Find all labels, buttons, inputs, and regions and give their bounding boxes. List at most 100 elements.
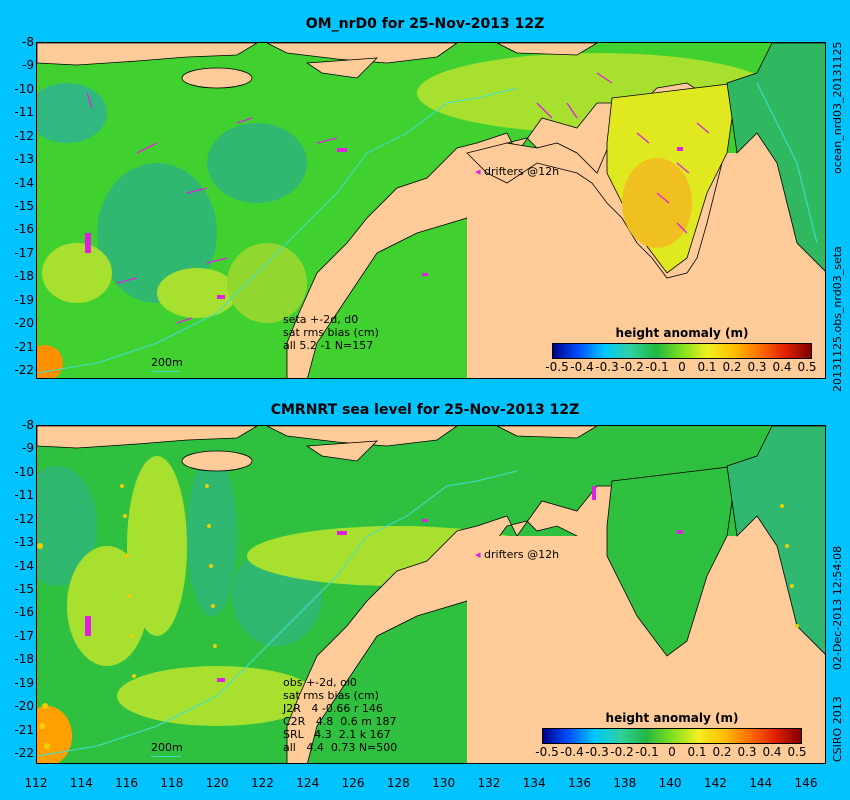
sat-stats-bottom: obs +-2d, oi0 sat rms bias (cm) J2R 4 -0.6… <box>283 676 397 754</box>
contour-200m <box>756 82 818 244</box>
top-map-panel: ◂ drifters @12h seta +-2d, d0 sat rms bia… <box>36 42 826 379</box>
legend-tick-label: 0.2 <box>722 360 742 374</box>
drifters-label: ◂ drifters @12h <box>475 165 560 178</box>
side-label-obs: 20131125.obs_nrd03_seta <box>831 246 844 392</box>
lon-tick-label: 126 <box>341 776 365 790</box>
lat-tick-label: -19 <box>14 675 34 690</box>
lon-tick-label: 118 <box>160 776 184 790</box>
land-island <box>305 57 379 79</box>
lat-tick-label: -14 <box>14 175 34 190</box>
lon-tick-label: 114 <box>69 776 93 790</box>
lat-tick-label: -19 <box>14 292 34 307</box>
land-indonesia <box>37 426 258 449</box>
side-label-run: ocean_nrd03_20131125 <box>831 41 844 174</box>
top-map-title: OM_nrD0 for 25-Nov-2013 12Z <box>305 16 545 32</box>
lat-tick-label: -16 <box>14 605 34 620</box>
gulf-of-carpentaria <box>606 465 738 657</box>
lat-tick-label: -13 <box>14 535 34 550</box>
lon-tick-label: 120 <box>205 776 229 790</box>
bottom-map-svg <box>37 426 825 763</box>
lat-tick-label: -15 <box>14 199 34 213</box>
lat-tick-label: -16 <box>14 222 34 237</box>
stats-line: all 5.2 -1 N=157 <box>283 339 374 352</box>
lat-tick-label: -9 <box>22 58 34 73</box>
lat-tick-label: -12 <box>14 128 34 143</box>
drifter-tracks <box>85 486 683 682</box>
lon-tick-label: 144 <box>749 776 773 790</box>
anomaly-low <box>37 466 97 586</box>
lon-tick-label: 134 <box>522 776 546 790</box>
lat-tick-label: -15 <box>14 582 34 596</box>
legend-tick-label: 0.2 <box>712 745 732 759</box>
top-map-svg <box>37 43 825 378</box>
lon-tick-label: 132 <box>477 776 501 790</box>
lat-tick-label: -21 <box>14 339 34 354</box>
legend-tick-label: 0.4 <box>762 745 782 759</box>
lon-tick-label: 142 <box>703 776 727 790</box>
lon-tick-label: 122 <box>251 776 274 790</box>
lat-tick-label: -9 <box>22 441 34 456</box>
scale-label: 200m <box>151 356 183 369</box>
land-indonesia <box>37 43 258 66</box>
legend-tick-label: 0 <box>668 745 676 759</box>
lat-tick-label: -22 <box>14 746 34 760</box>
stats-line: sat rms bias (cm) <box>283 689 379 702</box>
lat-tick-label: -20 <box>14 699 34 714</box>
bottom-map-panel: ◂ drifters @12h obs +-2d, oi0 sat rms bia… <box>36 425 826 764</box>
contour-200m <box>37 87 518 374</box>
anomaly-high <box>622 158 692 248</box>
legend-tick-label: -0.1 <box>645 360 669 374</box>
lon-tick-label: 130 <box>432 776 456 790</box>
legend-colorbar <box>542 728 802 744</box>
lat-tick-label: -10 <box>14 81 34 96</box>
drifter-vectors <box>86 72 710 324</box>
lon-tick-label: 140 <box>658 776 682 790</box>
legend-tick-label: 0.1 <box>687 745 707 759</box>
legend-ticks: -0.5 -0.4 -0.3 -0.2 -0.1 0 0.1 0.2 0.3 0.4 0.5 <box>545 359 816 374</box>
lon-tick-label: 136 <box>568 776 591 790</box>
sat-stats-top: seta +-2d, d0 sat rms bias (cm) all 5.2 -1… <box>283 313 379 352</box>
scale-line <box>151 756 181 757</box>
contour-200m <box>37 470 518 757</box>
lat-tick-label: -20 <box>14 316 34 331</box>
lat-tick-label: -13 <box>14 152 34 167</box>
legend-colorbar <box>552 343 812 359</box>
legend-ticks: -0.5 -0.4 -0.3 -0.2 -0.1 0 0.1 0.2 0.3 0.4 0.5 <box>535 744 806 759</box>
legend-tick-label: 0.4 <box>772 360 792 374</box>
anomaly-high <box>42 243 112 303</box>
scale-label: 200m <box>151 741 183 754</box>
legend-tick-label: 0.5 <box>797 360 817 374</box>
lat-tick-label: -10 <box>14 464 34 479</box>
legend-tick-label: -0.5 <box>545 360 569 374</box>
stats-line: C2R 4.8 0.6 m 187 <box>283 715 397 728</box>
lat-tick-label: -11 <box>14 105 34 120</box>
stats-line: seta +-2d, d0 <box>283 313 359 326</box>
legend-tick-label: 0.5 <box>787 745 807 759</box>
coral-sea <box>726 426 825 655</box>
legend-tick-label: -0.3 <box>585 745 609 759</box>
anomaly-high <box>157 268 237 318</box>
legend-bottom: height anomaly (m) -0.5 -0.4 -0.3 -0.2 -0.1 0… <box>535 711 806 759</box>
lon-tick-label: 146 <box>794 776 818 790</box>
drifter-tracks <box>85 147 683 299</box>
legend-tick-label: -0.3 <box>595 360 619 374</box>
legend-tick-label: -0.2 <box>610 745 634 759</box>
land-island <box>305 440 379 462</box>
lat-tick-label: -11 <box>14 488 34 503</box>
legend-tick-label: -0.4 <box>570 360 594 374</box>
bottom-lat-labels: -8 -9 -10 -11 -12 -13 -14 -15 -16 -17 -18 -19 -20 -21… <box>0 419 34 763</box>
lon-tick-label: 116 <box>115 776 139 790</box>
anomaly-high <box>37 706 72 763</box>
lat-tick-label: -21 <box>14 722 34 737</box>
lat-tick-label: -17 <box>14 245 34 260</box>
coral-sea <box>726 43 825 272</box>
lon-tick-label: 128 <box>386 776 410 790</box>
anomaly-high <box>227 243 307 323</box>
land-timor <box>181 450 253 472</box>
side-label-date: 02-Dec-2013 12:54:08 <box>831 545 844 670</box>
lon-tick-label: 124 <box>296 776 320 790</box>
top-lat-labels: -8 -9 -10 -11 -12 -13 -14 -15 -16 -17 -18 -19 -20 -21… <box>0 36 34 378</box>
bottom-map-title: CMRNRT sea level for 25-Nov-2013 12Z <box>270 402 580 418</box>
anomaly-low <box>187 456 237 616</box>
lat-tick-label: -8 <box>22 418 34 432</box>
